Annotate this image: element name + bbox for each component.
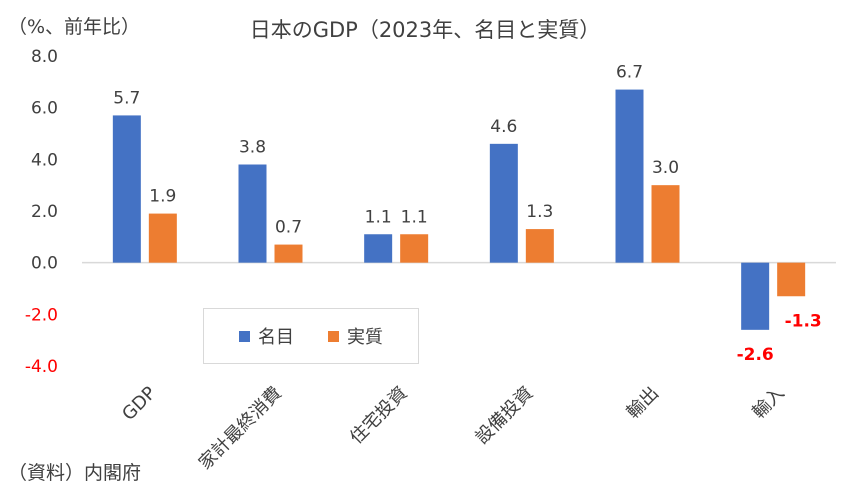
data-label: 1.3 — [526, 202, 553, 222]
y-tick-label: 6.0 — [31, 99, 58, 119]
x-tick-label: 輸出 — [623, 383, 663, 423]
data-label: -1.3 — [785, 311, 822, 331]
bar-nominal — [615, 89, 644, 263]
bar-nominal — [238, 164, 267, 263]
data-label: 1.1 — [365, 207, 392, 227]
legend-entry-real: 実質 — [328, 323, 383, 349]
data-label: -2.6 — [737, 345, 774, 365]
legend-swatch-real — [328, 330, 339, 342]
data-label: 5.7 — [113, 88, 140, 108]
bar-real — [400, 234, 429, 263]
bar-real — [274, 244, 303, 263]
y-axis-unit-label: （%、前年比） — [8, 16, 141, 38]
bar-real — [525, 229, 554, 263]
x-tick-label: 輸入 — [748, 383, 788, 423]
bar-nominal — [741, 262, 770, 330]
bar-nominal — [364, 234, 393, 263]
data-label: 3.8 — [239, 138, 266, 158]
data-label: 3.0 — [652, 158, 679, 178]
legend: 名目 実質 — [203, 308, 419, 364]
y-tick-label: -4.0 — [25, 357, 58, 377]
y-tick-label: 8.0 — [31, 47, 58, 67]
bar-real — [777, 262, 806, 297]
data-label: 6.7 — [616, 63, 643, 83]
y-tick-label: -2.0 — [25, 305, 58, 325]
legend-entry-nominal: 名目 — [239, 323, 294, 349]
bar-real — [651, 185, 680, 263]
y-tick-label: 2.0 — [31, 202, 58, 222]
y-tick-label: 0.0 — [31, 254, 58, 274]
x-tick-label: GDP — [118, 383, 160, 425]
data-label: 1.9 — [149, 187, 176, 207]
legend-label-real: 実質 — [347, 327, 383, 348]
y-tick-label: 4.0 — [31, 150, 58, 170]
bar-real — [148, 213, 177, 263]
x-tick-label: 家計最終消費 — [195, 383, 286, 474]
chart-title: 日本のGDP（2023年、名目と実質） — [249, 18, 601, 42]
x-tick-label: 設備投資 — [472, 383, 538, 449]
bar-nominal — [489, 143, 518, 263]
data-label: 4.6 — [490, 117, 517, 137]
data-label: 0.7 — [275, 218, 302, 238]
legend-swatch-nominal — [239, 330, 250, 342]
data-label: 1.1 — [401, 207, 428, 227]
source-note: （資料）内閣府 — [8, 462, 142, 484]
legend-label-nominal: 名目 — [258, 327, 294, 348]
bar-nominal — [112, 115, 141, 263]
x-tick-label: 住宅投資 — [346, 383, 412, 449]
